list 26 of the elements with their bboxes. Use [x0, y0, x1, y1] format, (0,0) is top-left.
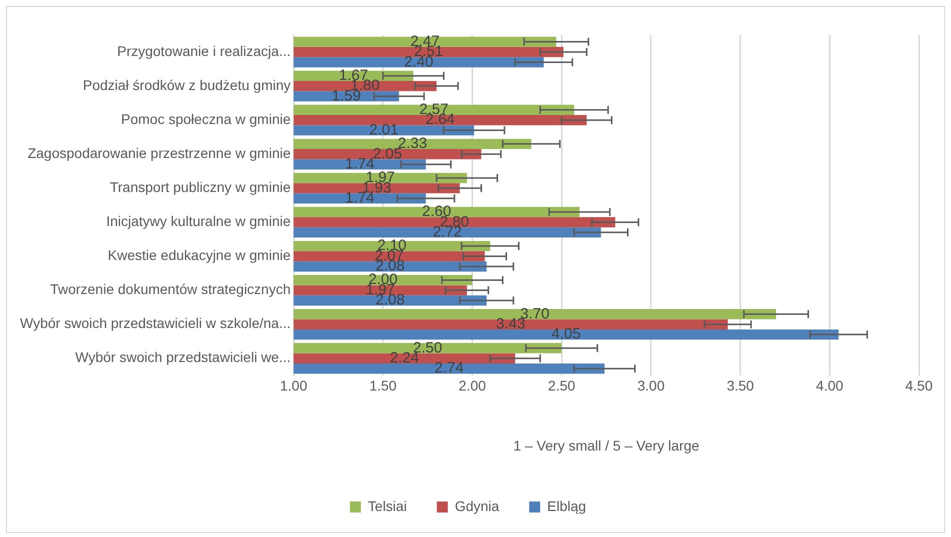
x-tick-label: 3.00: [637, 378, 665, 394]
y-tick-label: Zagospodarowanie przestrzenne w gminie: [28, 145, 291, 161]
data-label: 2.01: [369, 121, 398, 138]
x-tick-label: 4.50: [905, 378, 933, 394]
data-label: 4.05: [552, 326, 581, 343]
y-tick-label: Przygotowanie i realizacja...: [117, 42, 291, 59]
x-tick-label: 4.00: [816, 378, 844, 394]
legend-label: Telsiai: [368, 498, 407, 514]
data-label: 1.74: [345, 155, 374, 172]
x-tick-label: 1.50: [369, 378, 397, 394]
y-tick-label: Kwestie edukacyjne w gminie: [108, 247, 291, 264]
y-tick-label: Wybór swoich przedstawicieli we...: [75, 349, 291, 366]
y-tick-label: Pomoc społeczna w gminie: [120, 110, 291, 127]
x-tick-label: 3.50: [726, 378, 754, 394]
y-tick-label: Podział środków z budżetu gminy: [82, 76, 291, 93]
x-tick-label: 1.00: [280, 378, 308, 394]
legend-label: Elbląg: [547, 498, 586, 514]
y-tick-label: Wybór swoich przedstawicieli w szkole/na...: [20, 315, 291, 332]
y-tick-label: Inicjatywy kulturalne w gminie: [106, 213, 291, 230]
x-tick-label: 2.00: [458, 378, 486, 394]
y-tick-label: Tworzenie dokumentów strategicznych: [50, 281, 291, 298]
data-label: 2.74: [434, 360, 464, 377]
x-tick-label: 2.50: [548, 378, 576, 394]
legend-label: Gdynia: [454, 498, 500, 514]
y-tick-label: Transport publiczny w gminie: [110, 179, 291, 196]
x-axis-title: 1 – Very small / 5 – Very large: [513, 437, 700, 454]
